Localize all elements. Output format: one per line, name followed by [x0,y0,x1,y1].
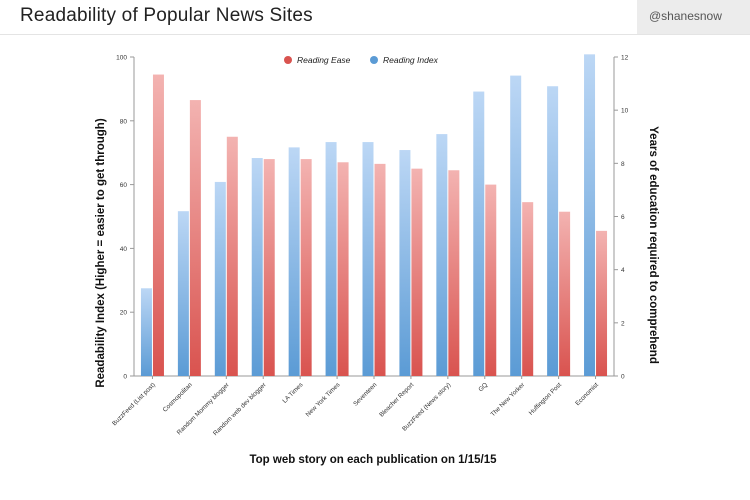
bar-reading-index [399,150,411,376]
bar-reading-index [584,54,596,376]
legend-swatch [284,56,292,64]
y-tick-label-right: 0 [621,374,625,381]
y-tick-label-right: 4 [621,267,625,274]
bar-reading-ease [448,170,460,376]
legend-label: Reading Index [383,55,439,65]
bar-reading-ease [189,100,201,376]
x-tick-label: Huffington Post [528,381,563,416]
x-tick-label: Bleacher Report [378,381,415,418]
bar-reading-ease [559,211,571,376]
bar-reading-index [251,158,263,376]
x-tick-label: New York Times [305,381,342,418]
x-tick-label: The New Yorker [489,381,526,418]
bar-reading-ease [596,230,608,376]
y-axis-right-title: Years of education required to comprehen… [647,126,659,364]
author-handle: @shanesnow [649,9,722,23]
bar-reading-index [510,75,522,376]
y-tick-label-left: 60 [120,182,128,189]
bar-reading-index [214,181,226,376]
page-title: Readability of Popular News Sites [20,5,313,26]
bar-reading-ease [522,202,534,376]
bar-reading-index [473,91,485,376]
y-tick-label-right: 6 [621,214,625,221]
legend: Reading Ease Reading Index [284,55,439,65]
x-tick-label: GQ [477,381,489,393]
axis-labels: Top web story on each publication on 1/1… [95,118,659,466]
y-tick-label-right: 2 [621,320,625,327]
bar-reading-ease [300,159,312,376]
bar-reading-index [288,147,300,376]
bar-reading-ease [152,74,164,377]
author-handle-box: @shanesnow [637,0,750,34]
bar-reading-index [177,211,189,376]
y-tick-label-right: 12 [621,55,629,62]
legend-swatch [370,56,378,64]
bar-reading-index [325,142,337,376]
x-tick-label: Economist [574,381,600,407]
bar-reading-ease [337,162,349,376]
y-tick-label-left: 40 [120,246,128,253]
bar-reading-ease [374,163,386,376]
x-tick-label: Seventeen [352,381,379,408]
y-tick-label-right: 8 [621,161,625,168]
y-tick-label-left: 0 [123,374,127,381]
y-tick-label-left: 100 [116,55,127,62]
y-tick-label-left: 80 [120,118,128,125]
legend-label: Reading Ease [297,55,351,65]
bar-reading-index [436,134,448,376]
x-tick-label: LA Times [281,381,304,404]
legend-item-reading-index: Reading Index [370,55,439,65]
bar-reading-index [362,142,374,376]
legend-item-reading-ease: Reading Ease [284,55,351,65]
header: Readability of Popular News Sites @shane… [0,0,750,35]
x-tick-label: Cosmopolitan [162,381,195,414]
bar-reading-index [547,86,559,376]
readability-chart: 0 20 40 60 80 100 0 2 4 6 8 10 12 BuzzFeed (List post… [95,54,659,466]
bar-reading-ease [263,159,275,376]
bar-reading-ease [411,168,423,376]
x-axis-title: Top web story on each publication on 1/1… [249,454,497,466]
bar-reading-ease [226,136,238,376]
bar-reading-index [140,288,152,376]
x-tick-label: BuzzFeed (List post) [111,381,157,427]
y-tick-label-left: 20 [120,310,128,317]
bar-reading-ease [485,184,497,376]
y-axis-left-title: Readability Index (Higher = easier to ge… [95,118,107,388]
bars [140,54,608,377]
y-tick-label-right: 10 [621,108,629,115]
